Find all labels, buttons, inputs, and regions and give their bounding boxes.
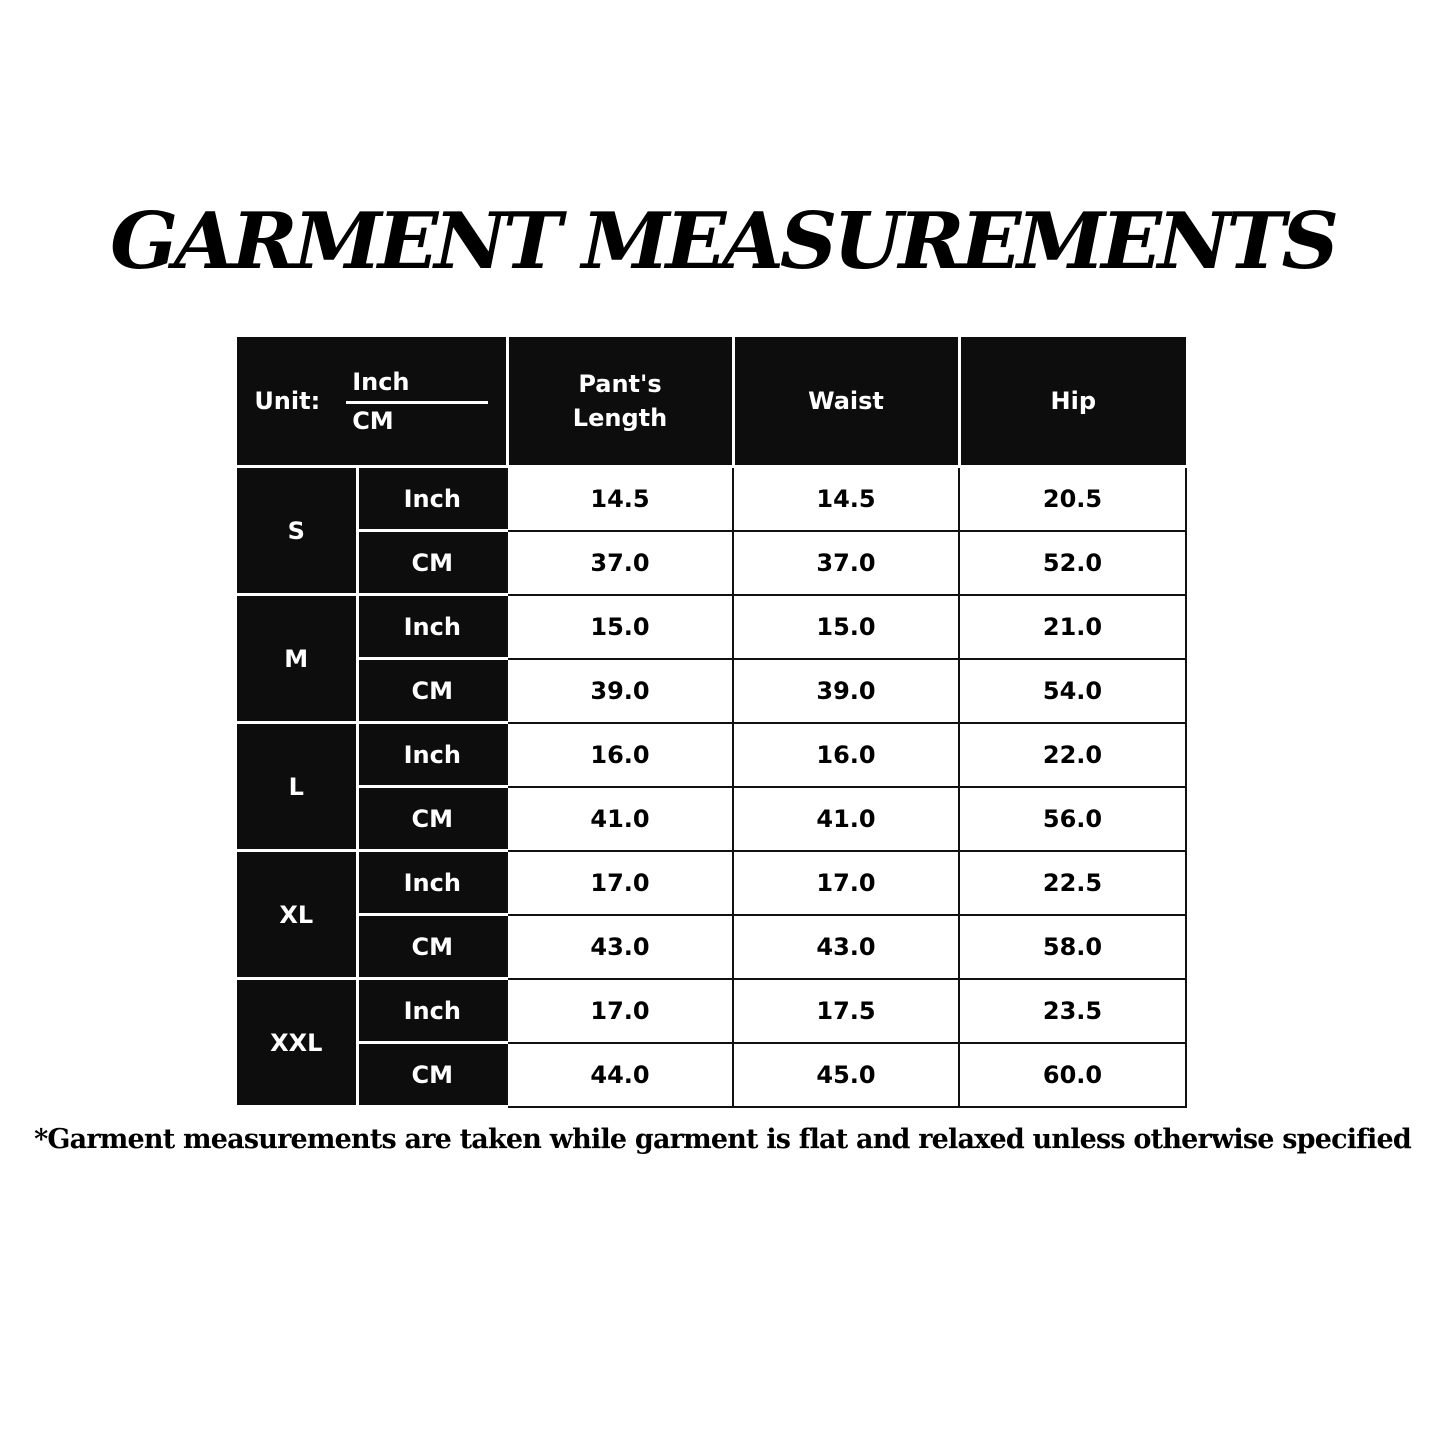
- column-header-label: Hip: [1050, 387, 1097, 415]
- measurement-cell: 17.5: [732, 977, 960, 1044]
- measurement-cell: 56.0: [958, 785, 1187, 852]
- measurement-cell: 58.0: [958, 913, 1187, 980]
- measurement-cell: 37.0: [506, 529, 734, 596]
- table-row: L Inch 16.0 16.0 22.0: [237, 721, 1187, 852]
- measurement-cell: 15.0: [506, 593, 734, 660]
- measurement-cell: 39.0: [732, 657, 960, 724]
- unit-label: CM: [357, 1042, 507, 1108]
- unit-bottom: CM: [352, 406, 394, 435]
- table-row: CM 44.0 45.0 60.0: [237, 1041, 1187, 1108]
- measurement-cell: 14.5: [732, 465, 960, 532]
- measurement-cell: 43.0: [732, 913, 960, 980]
- unit-label: CM: [357, 530, 507, 596]
- measurement-cell: 15.0: [732, 593, 960, 660]
- measurement-cell: 17.0: [506, 849, 734, 916]
- unit-header: Unit: Inch CM: [237, 337, 509, 468]
- measurement-cell: 17.0: [506, 977, 734, 1044]
- table-row: CM 39.0 39.0 54.0: [237, 657, 1187, 724]
- unit-label: Unit:: [254, 387, 321, 415]
- measurement-cell: 20.5: [958, 465, 1187, 532]
- measurement-cell: 21.0: [958, 593, 1187, 660]
- table-row: S Inch 14.5 14.5 20.5: [237, 465, 1187, 596]
- column-header: Hip: [959, 337, 1186, 468]
- measurement-cell: 41.0: [732, 785, 960, 852]
- measurement-cell: 54.0: [958, 657, 1187, 724]
- unit-label: Inch: [357, 978, 507, 1044]
- measurement-cell: 52.0: [958, 529, 1187, 596]
- measurement-cell: 41.0: [506, 785, 734, 852]
- unit-label: Inch: [357, 722, 507, 788]
- size-label: M: [237, 594, 359, 724]
- unit-label: CM: [357, 786, 507, 852]
- measurement-cell: 37.0: [732, 529, 960, 596]
- measurement-cell: 14.5: [506, 465, 734, 532]
- column-header: Waist: [733, 337, 961, 468]
- table-row: CM 37.0 37.0 52.0: [237, 529, 1187, 596]
- measurement-cell: 23.5: [958, 977, 1187, 1044]
- size-label: S: [237, 466, 359, 596]
- measurement-cell: 16.0: [732, 721, 960, 788]
- measurement-cell: 45.0: [732, 1041, 960, 1108]
- unit-label: Inch: [357, 466, 507, 532]
- measurement-cell: 22.0: [958, 721, 1187, 788]
- measurement-cell: 17.0: [732, 849, 960, 916]
- size-label: L: [237, 722, 359, 852]
- footnote: *Garment measurements are taken while ga…: [34, 1124, 1412, 1155]
- unit-label: Inch: [357, 850, 507, 916]
- measurement-cell: 22.5: [958, 849, 1187, 916]
- table-row: CM 41.0 41.0 56.0: [237, 785, 1187, 852]
- measurement-cell: 39.0: [506, 657, 734, 724]
- column-header-label: Waist: [808, 387, 884, 415]
- measurement-cell: 44.0: [506, 1041, 734, 1108]
- measurement-cell: 43.0: [506, 913, 734, 980]
- page-title: GARMENT MEASUREMENTS: [110, 196, 1339, 287]
- measurement-cell: 16.0: [506, 721, 734, 788]
- unit-label: CM: [357, 914, 507, 980]
- unit-top: Inch: [346, 365, 489, 404]
- unit-label: Inch: [357, 594, 507, 660]
- table-row: CM 43.0 43.0 58.0: [237, 913, 1187, 980]
- size-label: XXL: [237, 978, 359, 1108]
- table-row: M Inch 15.0 15.0 21.0: [237, 593, 1187, 724]
- column-header-label: Pant's Length: [572, 370, 668, 432]
- table-row: XXL Inch 17.0 17.5 23.5: [237, 977, 1187, 1108]
- measurement-cell: 60.0: [958, 1041, 1187, 1108]
- column-header: Pant's Length: [507, 337, 735, 468]
- unit-label: CM: [357, 658, 507, 724]
- size-label: XL: [237, 850, 359, 980]
- table-row: XL Inch 17.0 17.0 22.5: [237, 849, 1187, 980]
- header-row: Unit: Inch CM Pant's Length Waist Hip: [237, 337, 1186, 468]
